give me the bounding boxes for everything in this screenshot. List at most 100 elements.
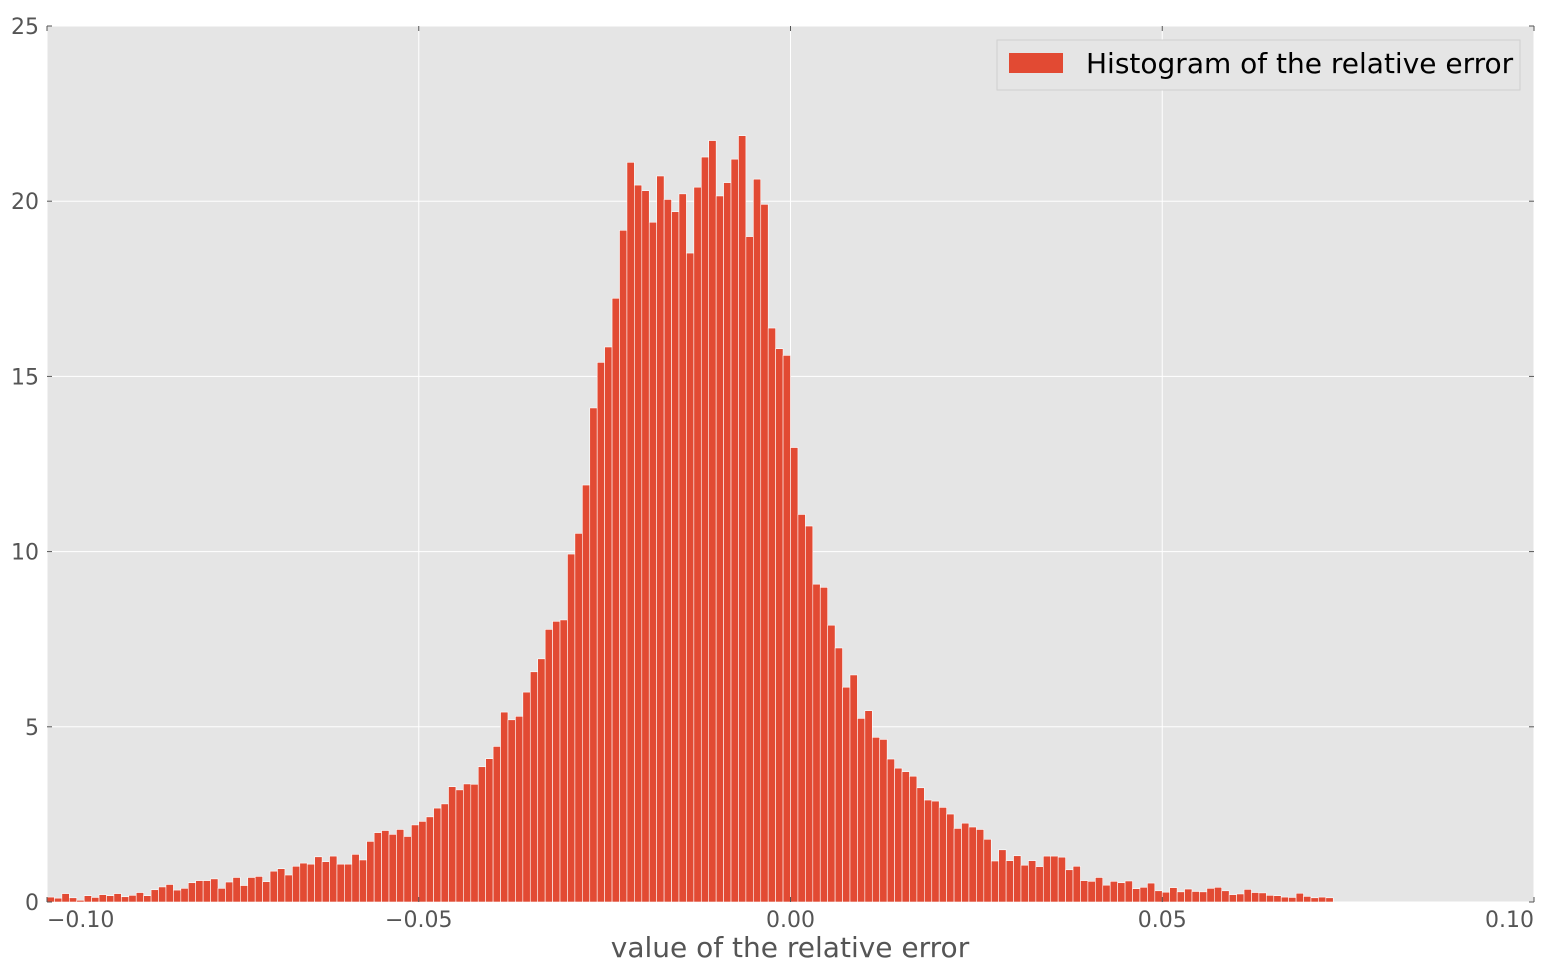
histogram-bar (418, 821, 427, 903)
histogram-bar (537, 658, 546, 903)
x-tick-label: 0.05 (1138, 908, 1187, 933)
histogram-bar (1295, 892, 1304, 903)
histogram-bar (753, 178, 762, 903)
histogram-bar (1005, 860, 1014, 903)
histogram-bar (381, 830, 390, 903)
histogram-bar (61, 893, 70, 903)
histogram-bar (738, 135, 747, 903)
x-tick-label: −0.05 (385, 908, 452, 933)
histogram-bar (909, 775, 918, 903)
histogram-bar (1013, 855, 1022, 903)
histogram-bar (775, 348, 784, 903)
histogram-bar (1191, 891, 1200, 903)
histogram-bar (1303, 896, 1312, 903)
histogram-bar (819, 587, 828, 903)
histogram-bar (871, 737, 881, 903)
histogram-bar (797, 514, 806, 903)
histogram-bar (187, 882, 196, 903)
histogram-bar (1184, 888, 1193, 903)
histogram-bar (990, 860, 999, 903)
histogram-bar (1236, 893, 1245, 903)
histogram-bar (998, 849, 1007, 903)
histogram-bar (254, 876, 263, 903)
histogram-bar (1273, 895, 1282, 903)
legend-swatch (1009, 53, 1063, 73)
histogram-bar (396, 829, 405, 903)
histogram-bar (1258, 892, 1267, 903)
histogram-bar (604, 346, 613, 903)
histogram-bar (262, 881, 271, 903)
histogram-bar (1057, 856, 1066, 903)
histogram-bar (485, 758, 494, 903)
histogram-bar (1102, 884, 1111, 903)
histogram-bar (619, 229, 628, 903)
histogram-bar (240, 885, 249, 903)
histogram-bar (373, 832, 382, 903)
x-tick-label: −0.10 (47, 908, 114, 933)
histogram-bar (686, 252, 695, 903)
histogram-bar (306, 863, 315, 903)
histogram-bar (210, 878, 219, 903)
histogram-bar (961, 822, 970, 903)
histogram-bar (671, 211, 680, 903)
histogram-bar (693, 186, 702, 903)
histogram-bar (1095, 877, 1104, 903)
histogram-bar (217, 888, 226, 903)
histogram-bar (83, 895, 92, 903)
histogram-bar (790, 447, 799, 903)
histogram-bar (98, 894, 107, 903)
histogram-bar (1280, 896, 1289, 903)
histogram-bar (1087, 881, 1096, 903)
histogram-bar (574, 533, 583, 903)
histogram-bar (626, 162, 635, 903)
y-tick-label: 25 (11, 15, 39, 40)
histogram-bar (1221, 890, 1230, 903)
histogram-bar (812, 583, 821, 903)
histogram-bar (708, 140, 717, 903)
histogram-bar (106, 895, 115, 903)
histogram-bar (358, 859, 368, 903)
histogram-bar (916, 787, 925, 903)
histogram-bar (477, 766, 486, 903)
histogram-bar (165, 884, 174, 903)
histogram-bar (529, 671, 539, 903)
histogram-bar (938, 807, 947, 903)
histogram-bar (329, 855, 338, 903)
histogram-bar (135, 892, 144, 903)
y-tick-label: 5 (25, 716, 39, 741)
histogram-bar (463, 783, 472, 903)
histogram-bar (69, 897, 78, 903)
histogram-bar (894, 767, 903, 903)
histogram-bar (946, 813, 955, 903)
histogram-bar (559, 619, 568, 903)
histogram-bar (924, 799, 933, 903)
histogram-bar (143, 895, 152, 903)
histogram-bar (507, 719, 516, 903)
histogram-bar (269, 870, 278, 903)
histogram-bar (641, 190, 650, 903)
legend: Histogram of the relative error (996, 39, 1521, 91)
histogram-bar (1206, 888, 1215, 903)
histogram-bar (745, 236, 754, 903)
histogram-bar (1147, 882, 1156, 903)
histogram-bar (634, 184, 643, 903)
histogram-bar (1288, 897, 1297, 903)
histogram-bar (158, 886, 167, 903)
histogram-bar (544, 629, 553, 903)
histogram-bar (425, 816, 434, 903)
histogram-bar (225, 881, 234, 903)
histogram-bar (351, 854, 360, 903)
histogram-bar (827, 624, 836, 903)
histogram-bar (700, 156, 710, 903)
histogram-bar (292, 865, 301, 903)
histogram-bar (1035, 866, 1044, 903)
histogram-bar (1169, 887, 1178, 903)
histogram-bar (1161, 891, 1170, 903)
y-tick-label: 0 (25, 891, 39, 916)
histogram-bar (1251, 892, 1260, 903)
histogram-bar (723, 182, 732, 903)
y-tick-labels: 0 5 10 15 20 25 (11, 15, 39, 916)
histogram-bar (180, 888, 189, 903)
histogram-bar (864, 710, 873, 903)
